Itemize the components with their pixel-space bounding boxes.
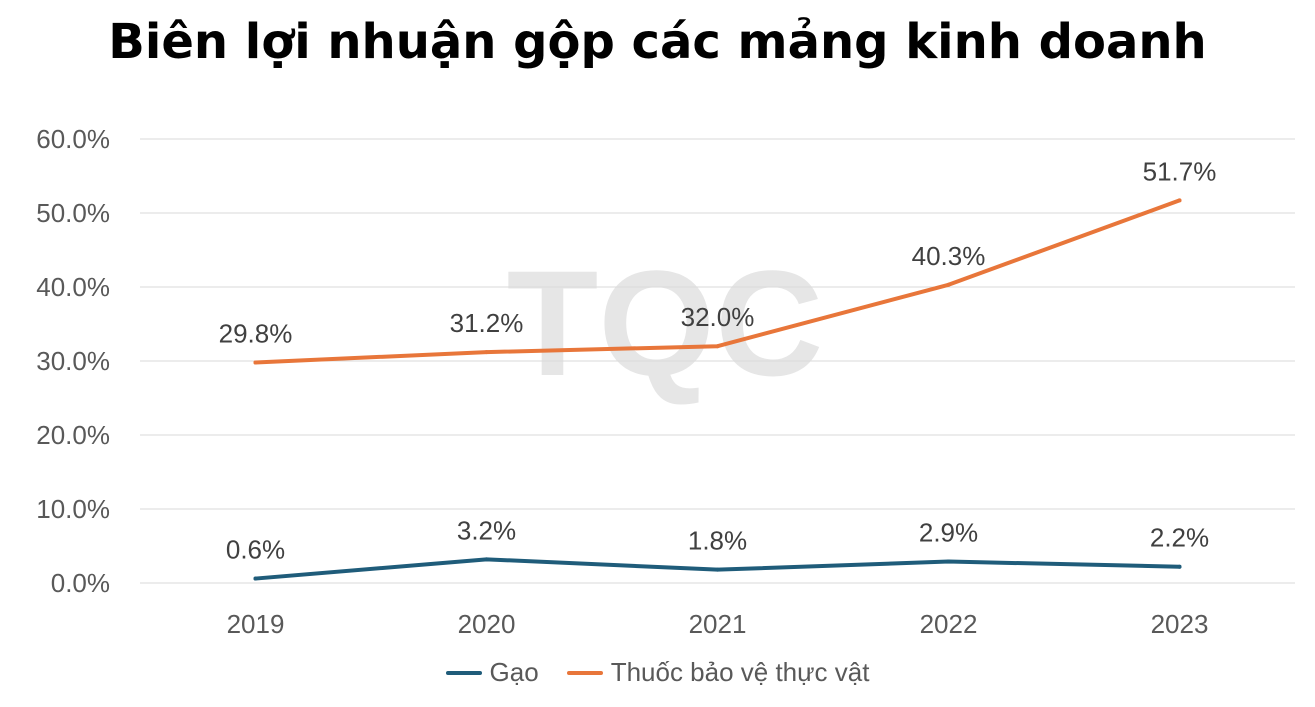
y-tick-label: 50.0% — [36, 198, 110, 228]
data-point — [715, 567, 720, 572]
data-label: 1.8% — [688, 526, 747, 556]
x-tick-label: 2020 — [458, 609, 516, 639]
data-label: 51.7% — [1143, 156, 1217, 186]
data-label: 32.0% — [681, 302, 755, 332]
y-tick-label: 30.0% — [36, 346, 110, 376]
y-tick-label: 0.0% — [51, 568, 110, 598]
y-tick-label: 20.0% — [36, 420, 110, 450]
data-label: 0.6% — [226, 535, 285, 565]
y-axis-ticks: 0.0% 10.0% 20.0% 30.0% 40.0% 50.0% 60.0% — [36, 124, 110, 598]
x-tick-label: 2019 — [227, 609, 285, 639]
x-tick-label: 2023 — [1151, 609, 1209, 639]
data-label: 2.2% — [1150, 523, 1209, 553]
data-point — [946, 559, 951, 564]
data-label: 31.2% — [450, 308, 524, 338]
data-labels: 0.6% 3.2% 1.8% 2.9% 2.2% 29.8% 31.2% 32.0% 40.3%… — [219, 156, 1217, 564]
watermark: TQC — [507, 239, 824, 407]
data-label: 29.8% — [219, 318, 293, 348]
legend-item-gao: Gạo — [445, 657, 539, 688]
chart-title: Biên lợi nhuận gộp các mảng kinh doanh — [108, 14, 1207, 70]
legend-label-thuoc: Thuốc bảo vệ thực vật — [610, 657, 870, 687]
data-point — [484, 557, 489, 562]
data-point — [1177, 198, 1182, 203]
legend-item-thuoc: Thuốc bảo vệ thực vật — [566, 657, 870, 688]
series-lines — [253, 198, 1182, 581]
x-tick-label: 2021 — [689, 609, 747, 639]
x-axis-ticks: 2019 2020 2021 2022 2023 — [227, 609, 1209, 639]
x-tick-label: 2022 — [920, 609, 978, 639]
data-point — [1177, 564, 1182, 569]
legend-swatch-thuoc — [566, 670, 603, 675]
data-label: 40.3% — [912, 241, 986, 271]
data-point — [484, 350, 489, 355]
y-tick-label: 40.0% — [36, 272, 110, 302]
y-tick-label: 60.0% — [36, 124, 110, 154]
data-point — [253, 576, 258, 581]
data-point — [715, 344, 720, 349]
data-label: 2.9% — [919, 518, 978, 548]
legend-label-gao: Gạo — [489, 657, 539, 687]
data-point — [946, 282, 951, 287]
data-point — [253, 360, 258, 365]
y-tick-label: 10.0% — [36, 494, 110, 524]
data-label: 3.2% — [457, 515, 516, 545]
legend: Gạo Thuốc bảo vệ thực vật — [0, 657, 1315, 688]
legend-swatch-gao — [445, 670, 482, 675]
